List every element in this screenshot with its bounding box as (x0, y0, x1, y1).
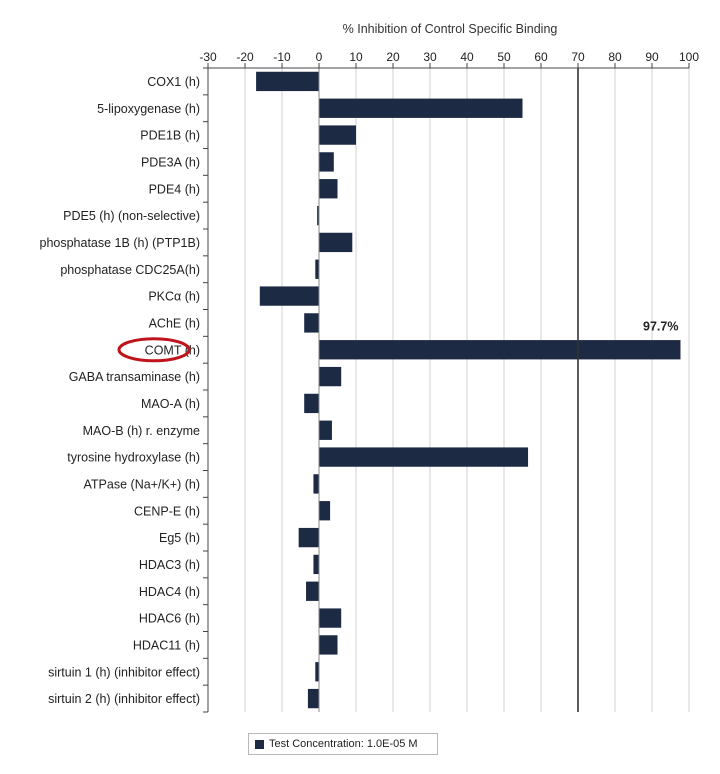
chart-title: % Inhibition of Control Specific Binding (343, 22, 558, 36)
legend: Test Concentration: 1.0E-05 M (248, 733, 438, 755)
bar (313, 474, 319, 494)
x-tick-label: 70 (571, 50, 585, 64)
category-label: HDAC3 (h) (139, 558, 200, 572)
bar (319, 98, 523, 118)
category-label: CENP-E (h) (134, 504, 200, 518)
category-label: 5-lipoxygenase (h) (97, 102, 200, 116)
bar (315, 259, 319, 279)
bar (256, 71, 319, 92)
category-label: AChE (h) (149, 316, 200, 330)
gridlines (207, 68, 690, 712)
category-label: sirtuin 1 (h) (inhibitor effect) (48, 665, 200, 679)
bars (256, 71, 681, 709)
x-tick-label: 50 (497, 50, 511, 64)
category-label: PDE3A (h) (141, 155, 200, 169)
category-label: phosphatase CDC25A(h) (60, 263, 200, 277)
bar (313, 554, 319, 575)
bar (298, 527, 319, 548)
legend-label: Test Concentration: 1.0E-05 M (269, 738, 418, 750)
x-tick-label: 0 (316, 50, 323, 64)
category-label: tyrosine hydroxylase (h) (67, 451, 200, 465)
bar (319, 447, 529, 467)
x-tick-label: 30 (423, 50, 437, 64)
bar (319, 232, 353, 253)
bar (315, 662, 319, 682)
bar (319, 635, 338, 655)
bar (319, 501, 331, 521)
bar (319, 340, 681, 360)
bar (319, 125, 356, 145)
bar (319, 152, 334, 172)
bar (304, 313, 319, 333)
bar (317, 205, 319, 226)
category-label: MAO-B (h) r. enzyme (83, 424, 200, 438)
x-tick-label: 40 (460, 50, 474, 64)
x-tick-label: 80 (608, 50, 622, 64)
axes: -30 -20 -10 0 10 20 30 40 50 60 70 80 90 100 (199, 50, 699, 713)
bar (304, 393, 319, 414)
category-label: phosphatase 1B (h) (PTP1B) (40, 236, 201, 250)
data-label: 97.7% (643, 319, 678, 333)
category-label: PKCα (h) (148, 290, 200, 304)
category-label: MAO-A (h) (141, 397, 200, 411)
x-tick-label: 60 (534, 50, 548, 64)
category-label: sirtuin 2 (h) (inhibitor effect) (48, 692, 200, 706)
x-tick-label: -10 (273, 50, 291, 64)
bar (307, 688, 319, 709)
x-tick-label: -30 (199, 50, 217, 64)
bar (319, 608, 342, 628)
category-label: COX1 (h) (147, 75, 200, 89)
bar (259, 286, 319, 306)
x-tick-label: -20 (236, 50, 254, 64)
x-tick-label: 10 (349, 50, 363, 64)
category-label: PDE4 (h) (149, 182, 200, 196)
category-label: PDE5 (h) (non-selective) (63, 209, 200, 223)
bar (319, 366, 342, 387)
x-tick-label: 20 (386, 50, 400, 64)
category-label: ATPase (Na+/K+) (h) (84, 477, 200, 491)
category-label: HDAC4 (h) (139, 585, 200, 599)
bar (306, 581, 319, 601)
highlight-circle (117, 337, 191, 363)
category-label: Eg5 (h) (159, 531, 200, 545)
category-label: PDE1B (h) (140, 129, 200, 143)
bar (319, 420, 332, 440)
x-tick-label: 100 (679, 50, 699, 64)
category-label: HDAC11 (h) (133, 638, 200, 652)
category-label: HDAC6 (h) (139, 612, 200, 626)
category-label: GABA transaminase (h) (69, 370, 200, 384)
legend-swatch (255, 739, 264, 749)
bar (319, 179, 338, 199)
category-label: COMT (h) (145, 343, 200, 357)
category-labels: COX1 (h) 5-lipoxygenase (h) PDE1B (h) PDE3A… (40, 75, 679, 706)
x-tick-label: 90 (645, 50, 659, 64)
